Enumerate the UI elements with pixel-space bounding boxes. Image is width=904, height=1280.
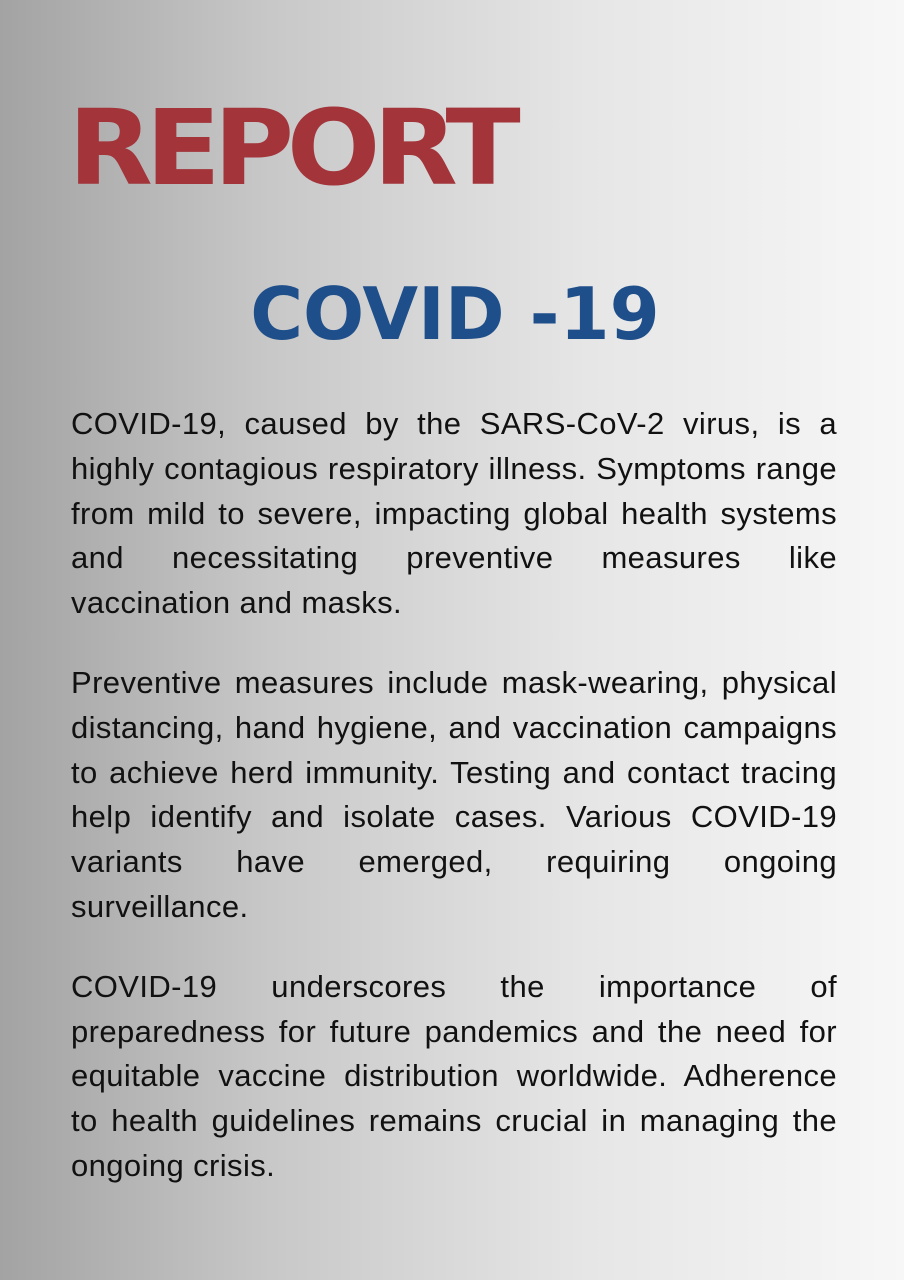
paragraph-overview: COVID-19, caused by the SARS-CoV-2 virus… [71,406,837,621]
report-body: COVID-19, caused by the SARS-CoV-2 virus… [71,402,837,1224]
report-heading: REPORT [68,87,521,209]
topic-title: COVID -19 [250,272,660,356]
paragraph-prevention: Preventive measures include mask-wearing… [71,664,837,924]
paragraph-conclusion: COVID-19 underscores the importance of p… [71,968,837,1183]
